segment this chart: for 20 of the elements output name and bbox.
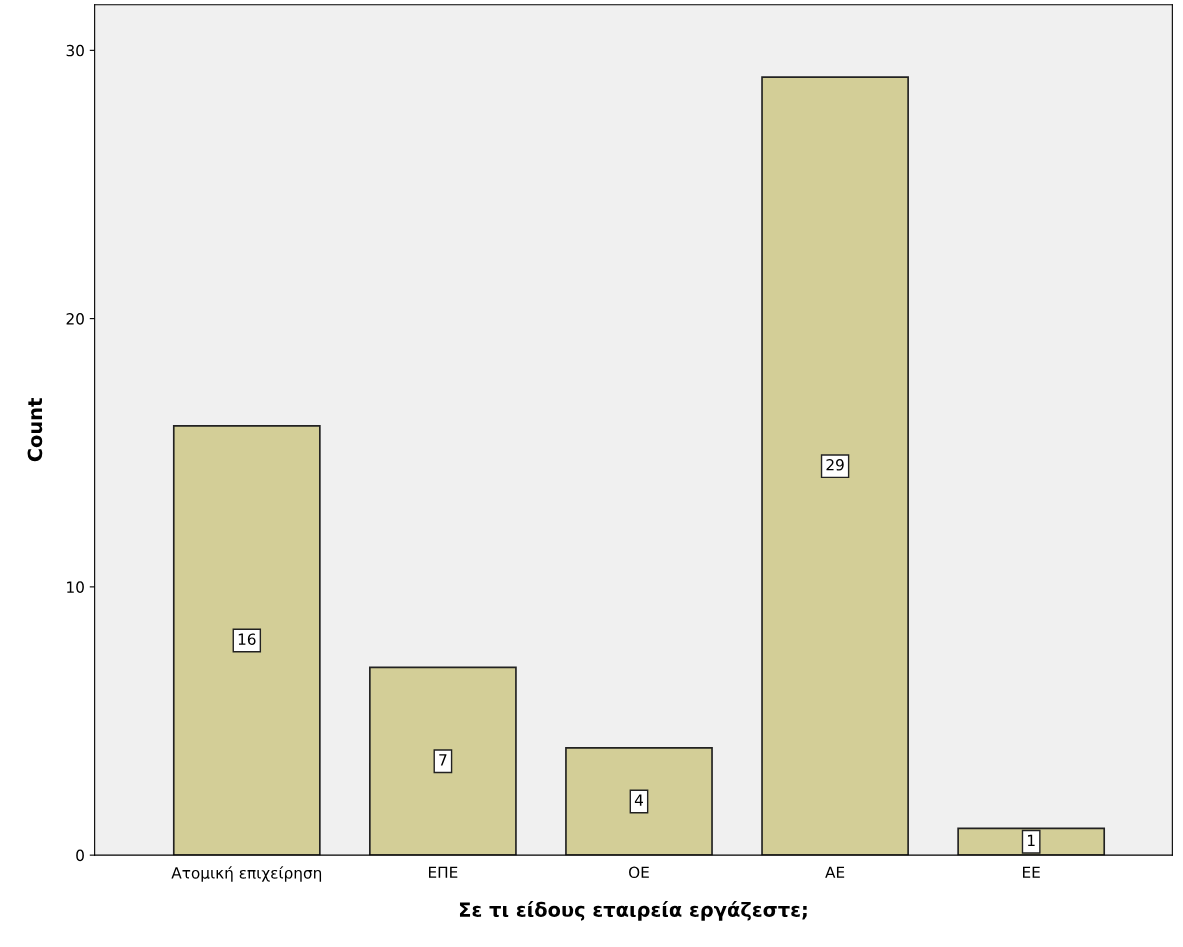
- x-tick-label: ΕΠΕ: [429, 866, 458, 878]
- bar: [172, 425, 321, 856]
- data-label: 29: [826, 459, 844, 471]
- x-tick-label: ΟΕ: [629, 866, 649, 879]
- x-axis-title: Σε τι είδους εταιρεία εργάζεστε;: [459, 901, 807, 921]
- y-tick-label: 30: [66, 44, 84, 57]
- x-tick-label: Ατομική επιχείρηση: [171, 866, 322, 882]
- bar: [369, 666, 517, 856]
- y-tick-label: 10: [67, 581, 84, 593]
- y-tick-label: 0: [76, 849, 84, 862]
- data-label: 7: [439, 754, 447, 766]
- data-label: 16: [238, 633, 256, 645]
- data-label: 4: [634, 794, 643, 806]
- y-axis-title: Count: [27, 398, 43, 462]
- x-tick-label: ΕΕ: [1023, 866, 1040, 878]
- x-tick-label: ΑΕ: [825, 866, 845, 878]
- data-label: 1: [1027, 834, 1035, 846]
- bar: [761, 76, 909, 856]
- y-tick-label: 20: [66, 313, 84, 325]
- bar: [565, 746, 713, 856]
